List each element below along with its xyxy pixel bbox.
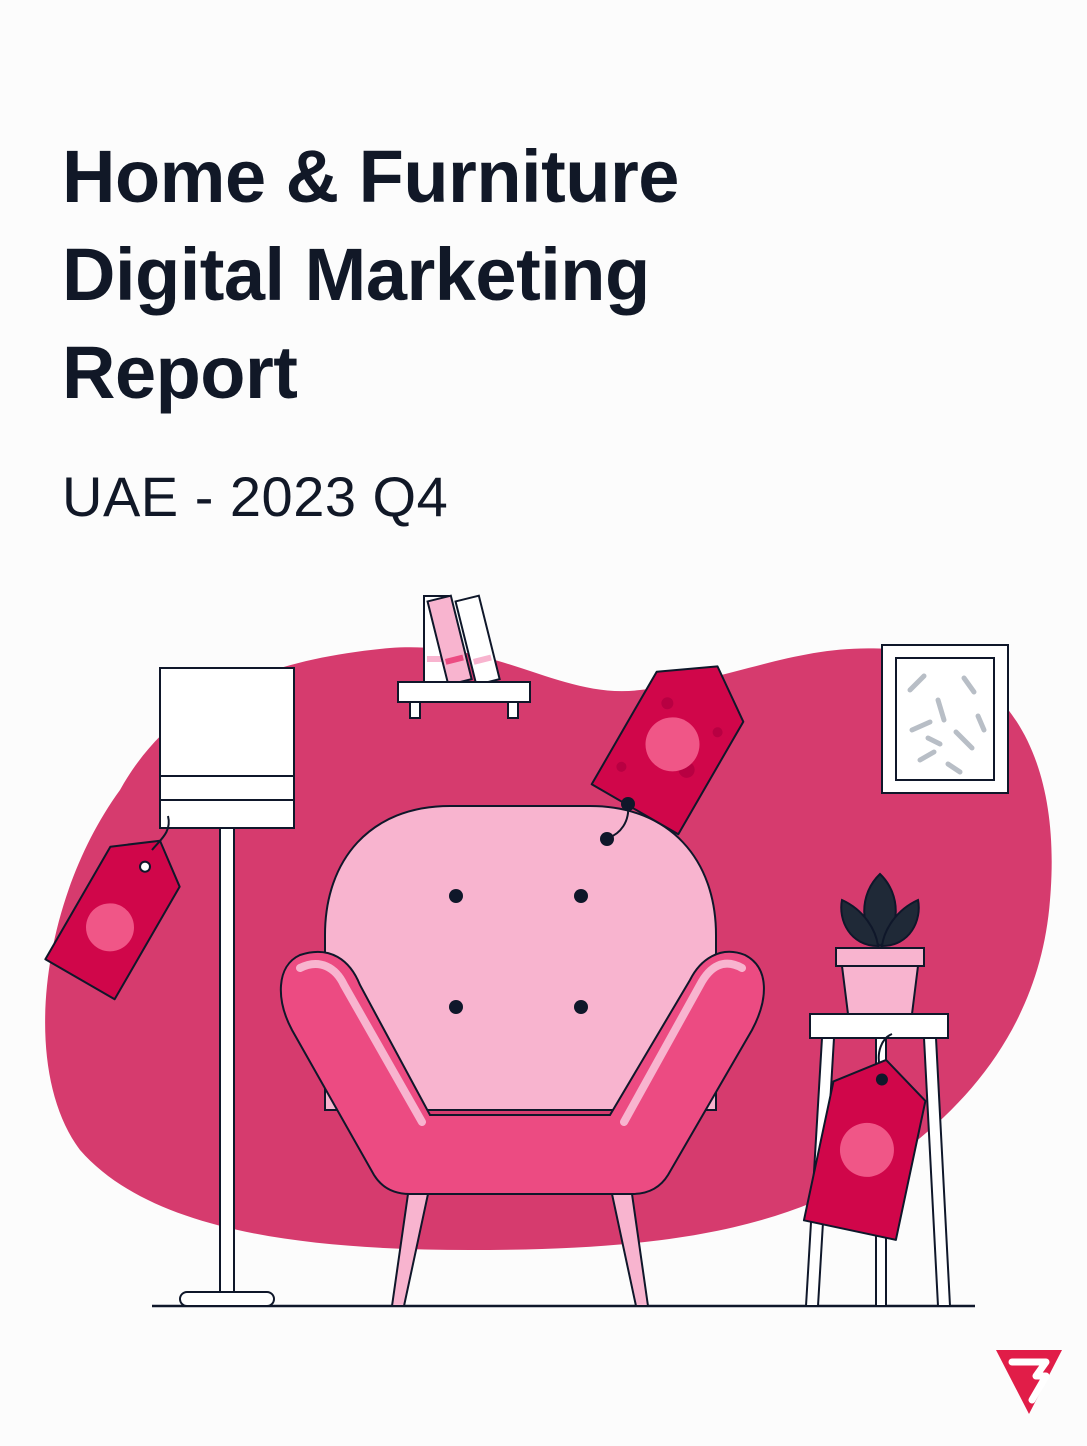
wall-picture: [881, 644, 1009, 794]
living-room-illustration: [44, 594, 1052, 1308]
price-tag-table: [802, 1058, 927, 1241]
wall-shelf: [397, 594, 531, 719]
price-tag-lamp: [44, 839, 181, 1001]
title-line-1: Home & Furniture: [62, 135, 679, 218]
armchair: [279, 805, 765, 1307]
title-line-2: Digital Marketing: [62, 233, 650, 316]
brand-logo-icon: [996, 1350, 1062, 1414]
price-tag-chair: [590, 665, 745, 836]
title-line-3: Report: [62, 331, 298, 414]
floor-lamp: [159, 667, 295, 1307]
potted-plant: [835, 872, 925, 1015]
report-subtitle: UAE - 2023 Q4: [62, 465, 449, 528]
report-title: Home & Furniture Digital Marketing Repor…: [62, 128, 782, 422]
